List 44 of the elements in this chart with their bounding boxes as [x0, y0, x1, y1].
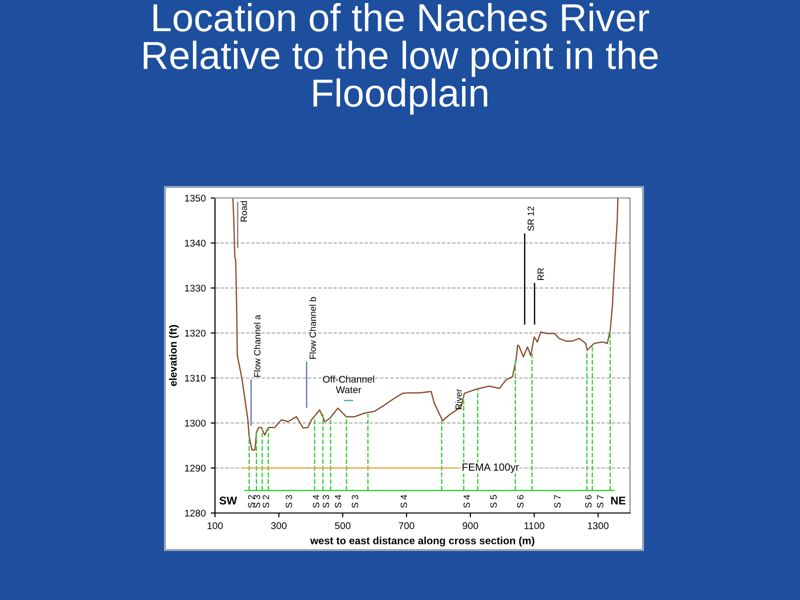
annotation: Road	[240, 201, 248, 222]
y-axis-title: elevation (ft)	[169, 325, 179, 386]
annotation: Flow Channel a	[254, 314, 260, 377]
annotation: S 6	[585, 495, 592, 508]
annotation: NE	[611, 496, 626, 504]
x-tick-label: 1100	[524, 522, 544, 530]
y-tick-label: 1340	[185, 240, 206, 247]
line-series	[232, 198, 618, 451]
annotation: S 4	[464, 494, 470, 508]
annotation: S 3	[286, 495, 292, 508]
x-tick-label: 300	[271, 522, 287, 530]
x-axis-title: west to east distance along cross section (m)	[310, 536, 534, 546]
x-tick-label: 900	[462, 522, 478, 530]
annotation: S 5	[490, 495, 497, 508]
y-tick-label: 1280	[185, 510, 206, 517]
annotation: S 3	[322, 495, 330, 508]
y-tick-label: 1290	[185, 464, 206, 472]
series-label: Off-Channel Water	[322, 376, 374, 394]
annotation: S 7	[596, 495, 604, 508]
y-tick-label: 1310	[185, 374, 206, 382]
annotation: S 4	[400, 494, 408, 508]
annotation: S 4	[312, 494, 320, 508]
y-tick-label: 1320	[185, 330, 206, 337]
annotation: S 6	[517, 495, 524, 508]
annotation: Flow Channel b	[309, 297, 316, 359]
annotation: S 3	[254, 495, 260, 508]
x-tick-label: 500	[334, 522, 350, 530]
annotation: River	[455, 388, 462, 410]
annotation: S 7	[554, 495, 561, 508]
series-label: FEMA 100yr	[462, 463, 519, 473]
y-tick-label: 1300	[185, 420, 206, 427]
annotation: S 3	[352, 495, 358, 508]
chart-title: Location of the Naches River Relative to the low point in the Floodplain	[144, 3, 658, 115]
annotation: S 4	[334, 494, 342, 508]
y-tick-label: 1350	[185, 194, 206, 202]
annotation: S 2	[262, 495, 270, 508]
annotation: SR 12	[528, 206, 534, 231]
y-tick-label: 1330	[185, 284, 206, 292]
x-tick-label: 100	[208, 522, 223, 530]
annotation: RR	[538, 268, 544, 280]
annotation: SW	[219, 496, 238, 505]
annotation: S 2	[248, 495, 254, 508]
x-tick-label: 1300	[588, 522, 609, 530]
x-tick-label: 700	[398, 522, 414, 530]
